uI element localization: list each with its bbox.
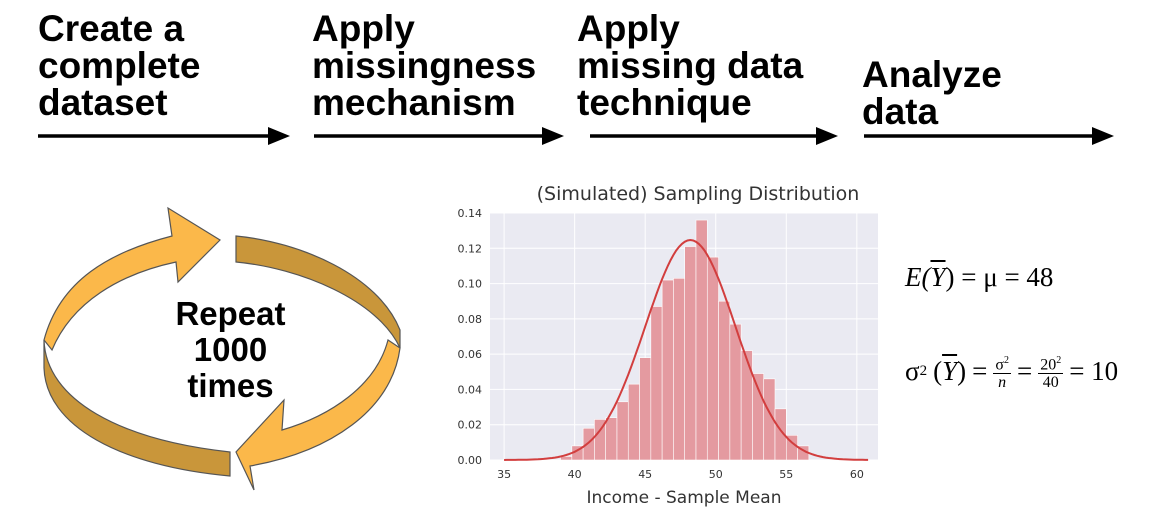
fraction-sigma-n: σ2 n bbox=[993, 352, 1011, 391]
y-tick-label: 0.12 bbox=[458, 242, 483, 255]
x-tick-label: 55 bbox=[779, 468, 793, 481]
histogram-bar bbox=[605, 417, 618, 461]
expectation-ybar: Y bbox=[930, 262, 946, 292]
cycle-arrow-bottom bbox=[235, 339, 401, 491]
histogram-bar bbox=[673, 277, 686, 461]
y-tick-label: 0.00 bbox=[458, 454, 483, 467]
variance-sigma: σ bbox=[905, 356, 920, 387]
expectation-lhs: E( bbox=[905, 262, 931, 292]
x-tick-label: 60 bbox=[850, 468, 864, 481]
sampling-distribution-chart: (Simulated) Sampling Distribution 0.000.… bbox=[458, 183, 878, 508]
histogram-bar bbox=[684, 246, 697, 461]
repeat-cycle-arrows bbox=[43, 206, 401, 491]
histogram-bar bbox=[650, 306, 663, 461]
y-tick-label: 0.08 bbox=[458, 313, 483, 326]
histogram-bars bbox=[560, 219, 810, 461]
step-arrow-1 bbox=[38, 127, 290, 145]
step-arrow-4 bbox=[864, 127, 1114, 145]
step-arrow-3 bbox=[590, 127, 838, 145]
histogram-bar bbox=[616, 401, 629, 461]
step-analyze-data: Analyze data bbox=[862, 54, 1002, 132]
histogram-bar bbox=[718, 300, 731, 461]
step-arrow-2 bbox=[314, 127, 564, 145]
x-axis-ticks: 35 40 45 50 55 60 bbox=[497, 468, 864, 481]
chart-title: (Simulated) Sampling Distribution bbox=[537, 183, 860, 205]
y-tick-label: 0.06 bbox=[458, 348, 483, 361]
histogram-bar bbox=[639, 357, 652, 461]
expectation-rhs: ) = μ = 48 bbox=[945, 262, 1054, 292]
histogram-bar bbox=[740, 350, 753, 461]
x-tick-label: 35 bbox=[497, 468, 511, 481]
variance-ybar: Y bbox=[942, 356, 958, 387]
y-tick-label: 0.14 bbox=[458, 207, 483, 220]
step-create-dataset: Create a complete dataset bbox=[38, 8, 201, 123]
x-tick-label: 45 bbox=[638, 468, 652, 481]
repeat-label: Repeat 1000 times bbox=[175, 295, 286, 404]
kde-curve bbox=[504, 238, 869, 461]
y-tick-label: 0.02 bbox=[458, 419, 483, 432]
histogram-bar bbox=[582, 427, 595, 461]
histogram-bar bbox=[729, 323, 742, 461]
step-apply-technique: Apply missing data technique bbox=[577, 8, 804, 123]
expectation-formula: E(Y) = μ = 48 bbox=[905, 262, 1053, 293]
histogram-bar bbox=[627, 383, 640, 461]
y-axis-ticks: 0.00 0.02 0.04 0.06 0.08 0.10 0.12 0.14 bbox=[458, 207, 483, 467]
y-tick-label: 0.10 bbox=[458, 278, 483, 291]
x-axis-label: Income - Sample Mean bbox=[587, 488, 782, 508]
histogram-bar bbox=[695, 219, 708, 461]
histogram-bar bbox=[661, 279, 674, 461]
variance-sigma-exp: 2 bbox=[919, 363, 928, 380]
x-tick-label: 40 bbox=[568, 468, 582, 481]
cycle-arrow-top bbox=[43, 206, 221, 352]
histogram-bar bbox=[706, 256, 719, 461]
cycle-band-bottom-left bbox=[43, 339, 231, 477]
y-tick-label: 0.04 bbox=[458, 383, 483, 396]
step-apply-missingness: Apply missingness mechanism bbox=[312, 8, 537, 123]
fraction-20sq-40: 202 40 bbox=[1038, 352, 1064, 391]
variance-result: = 10 bbox=[1069, 356, 1119, 387]
histogram-bar bbox=[774, 408, 787, 461]
x-tick-label: 50 bbox=[709, 468, 723, 481]
